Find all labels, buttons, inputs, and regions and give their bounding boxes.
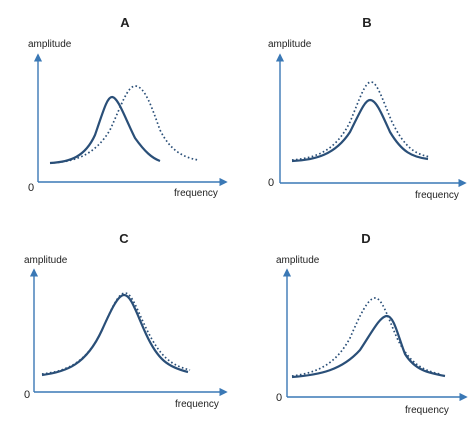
panel-a-dotted-curve: [49, 85, 199, 164]
panel-a: A amplitude frequency 0: [28, 15, 228, 199]
panel-a-ylabel: amplitude: [28, 39, 72, 50]
panel-d-xlabel: frequency: [405, 405, 449, 416]
panel-d-solid-curve: [291, 314, 446, 379]
panel-a-xlabel: frequency: [174, 188, 218, 199]
panel-d-origin: 0: [276, 392, 282, 404]
panel-b-origin: 0: [268, 177, 274, 189]
panel-d: D amplitude frequency 0: [276, 231, 468, 416]
panel-d-title: D: [361, 231, 370, 246]
panel-b-dotted-curve: [291, 81, 431, 161]
panel-c-title: C: [119, 231, 129, 246]
panel-a-solid-curve: [49, 95, 161, 165]
panel-a-origin: 0: [28, 182, 34, 194]
panel-d-dotted-curve: [291, 297, 441, 377]
panel-d-ylabel: amplitude: [276, 255, 320, 266]
panel-c-ylabel: amplitude: [24, 255, 68, 266]
panel-b: B amplitude frequency 0: [268, 15, 467, 201]
panel-c-dotted-curve: [41, 292, 191, 375]
panel-b-solid-curve: [291, 98, 429, 163]
panel-b-ylabel: amplitude: [268, 39, 312, 50]
panel-c-solid-curve: [41, 293, 189, 377]
panel-c-xlabel: frequency: [175, 399, 219, 410]
panel-b-title: B: [362, 15, 371, 30]
panel-c-origin: 0: [24, 389, 30, 401]
panel-c: C amplitude frequency 0: [24, 231, 228, 410]
panel-b-xlabel: frequency: [415, 190, 459, 201]
panel-a-title: A: [120, 15, 130, 30]
